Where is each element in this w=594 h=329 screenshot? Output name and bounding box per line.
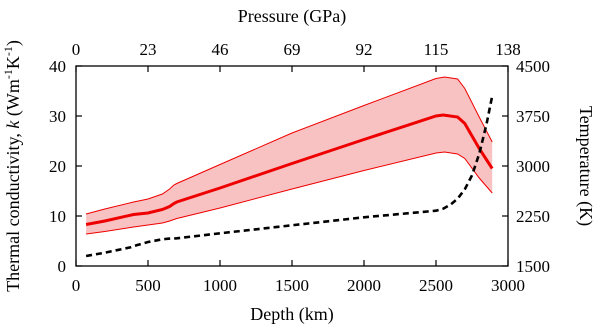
- y-tick-label: 30: [49, 107, 66, 126]
- x2-tick-label: 69: [284, 40, 301, 59]
- x-tick-label: 2000: [347, 276, 381, 295]
- tick-labels: 0 500 1000 1500 2000 2500 3000 0 23 46 69 92 115 138 0…: [49, 40, 550, 295]
- x2-tick-label: 0: [72, 40, 81, 59]
- x2-tick-label: 23: [140, 40, 157, 59]
- y2-tick-label: 2250: [516, 207, 550, 226]
- y-axis-title: Thermal conductivity, k (Wm-1K-1): [1, 40, 24, 292]
- y2-tick-label: 3000: [516, 157, 550, 176]
- x2-tick-label: 92: [356, 40, 373, 59]
- y2-axis-title: Temperature (K): [575, 106, 594, 226]
- y-axis-title-prefix: Thermal conductivity,: [3, 129, 23, 292]
- x-tick-label: 0: [72, 276, 81, 295]
- y-axis-title-exp1: -1: [1, 69, 15, 79]
- x-axis-title: Depth (km): [250, 304, 333, 325]
- y-axis-title-unit-mid: K: [3, 56, 23, 69]
- x-tick-label: 2500: [419, 276, 453, 295]
- band-upper-edge: [85, 76, 493, 215]
- x-tick-label: 1000: [203, 276, 237, 295]
- y-tick-label: 10: [49, 207, 66, 226]
- y2-tick-label: 3750: [516, 107, 550, 126]
- y-tick-label: 0: [58, 257, 67, 276]
- conductivity-line: [85, 113, 494, 226]
- x2-tick-label: 115: [424, 40, 449, 59]
- temperature-line: [85, 95, 494, 258]
- x-tick-label: 500: [135, 276, 161, 295]
- x2-tick-label: 138: [495, 40, 521, 59]
- tick-marks: [75, 65, 509, 267]
- uncertainty-band: [86, 77, 493, 234]
- x2-axis-title: Pressure (GPa): [238, 6, 346, 27]
- y2-tick-label: 4500: [516, 57, 550, 76]
- y-axis-title-unit-close: ): [3, 40, 24, 46]
- x-tick-label: 1500: [275, 276, 309, 295]
- y-axis-title-variable: k: [3, 120, 23, 129]
- x-tick-label: 3000: [491, 276, 525, 295]
- band-lower-edge: [86, 151, 493, 235]
- plot-area: [85, 76, 494, 258]
- y-tick-label: 40: [49, 57, 66, 76]
- y-axis-title-unit-open: (Wm: [3, 79, 24, 120]
- y-tick-label: 20: [49, 157, 66, 176]
- x2-tick-label: 46: [212, 40, 229, 59]
- y-axis-title-exp2: -1: [1, 46, 15, 56]
- y2-tick-label: 1500: [516, 257, 550, 276]
